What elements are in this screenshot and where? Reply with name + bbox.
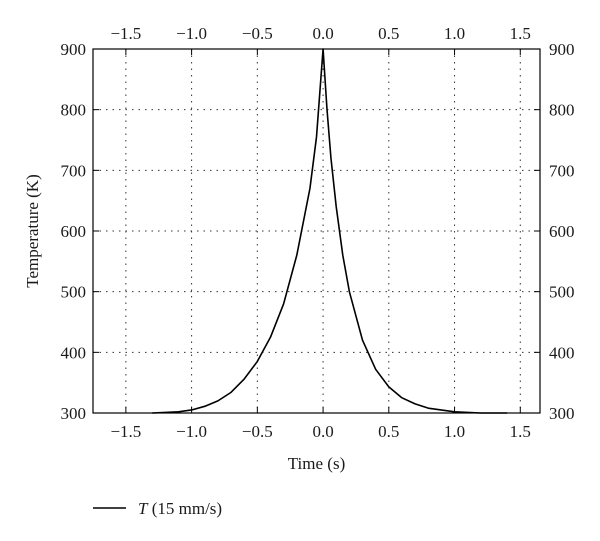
x-tick-label-top: −0.5 <box>242 24 273 43</box>
y-tick-label: 800 <box>61 101 87 120</box>
x-tick-label-top: 1.0 <box>444 24 465 43</box>
x-tick-label: 0.5 <box>378 422 399 441</box>
y-tick-label: 900 <box>61 40 87 59</box>
y-tick-label-right: 500 <box>549 283 575 302</box>
x-tick-label-top: 0.0 <box>312 24 333 43</box>
x-tick-label-top: −1.5 <box>110 24 141 43</box>
y-tick-label-right: 300 <box>549 404 575 423</box>
series-line-temperature <box>152 48 508 414</box>
tick-labels: −1.5 −1.5 −1.0 −1.0 −0.5 −0.5 0.0 0.0 0.5 0.5 1.0 1… <box>61 24 575 441</box>
grid-lines <box>93 49 540 413</box>
tick-marks <box>93 48 540 414</box>
y-tick-label-right: 600 <box>549 222 575 241</box>
y-tick-label: 300 <box>61 404 87 423</box>
x-tick-label: 1.5 <box>510 422 531 441</box>
x-tick-label-top: 1.5 <box>510 24 531 43</box>
x-tick-label: −1.0 <box>176 422 207 441</box>
x-tick-label: 0.0 <box>312 422 333 441</box>
series-layer <box>152 48 508 414</box>
y-tick-label: 600 <box>61 222 87 241</box>
y-tick-label: 700 <box>61 161 87 180</box>
y-tick-label: 500 <box>61 283 87 302</box>
x-tick-label-top: −1.0 <box>176 24 207 43</box>
y-axis-label: Temperature (K) <box>23 174 42 288</box>
y-tick-label: 400 <box>61 343 87 362</box>
legend-entry-suffix: (15 mm/s) <box>147 499 222 518</box>
y-tick-label-right: 900 <box>549 40 575 59</box>
y-tick-label-right: 800 <box>549 101 575 120</box>
plot-frame <box>92 48 541 414</box>
legend-entry-label: T (15 mm/s) <box>138 499 222 518</box>
legend: T (15 mm/s) <box>93 499 222 518</box>
x-tick-label-top: 0.5 <box>378 24 399 43</box>
legend-entry-italic: T <box>138 499 149 518</box>
x-axis-label: Time (s) <box>288 454 345 473</box>
y-tick-label-right: 400 <box>549 343 575 362</box>
y-tick-label-right: 700 <box>549 161 575 180</box>
x-tick-label: −0.5 <box>242 422 273 441</box>
x-tick-label: 1.0 <box>444 422 465 441</box>
x-tick-label: −1.5 <box>110 422 141 441</box>
